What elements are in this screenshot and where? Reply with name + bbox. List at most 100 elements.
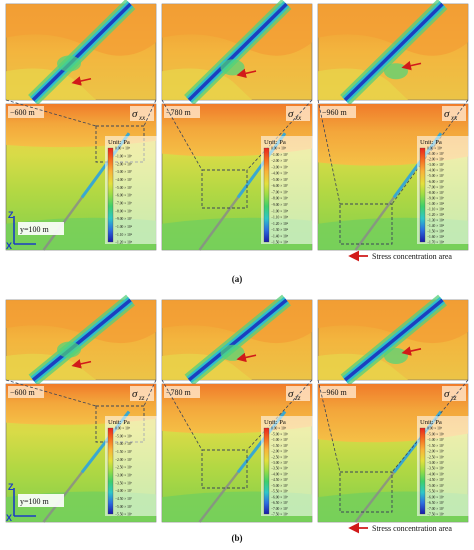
colorbar-tick: −5.50 × 10⁷ xyxy=(427,490,445,494)
colorbar-tick: −2.00 × 10⁷ xyxy=(115,162,133,166)
colorbar-tick: −1.20 × 10⁸ xyxy=(271,222,289,226)
stress-sub: zz xyxy=(138,394,145,402)
colorbar-tick: −5.50 × 10⁷ xyxy=(271,490,289,494)
stress-sub: xx xyxy=(138,114,146,122)
zoom-region xyxy=(201,449,248,489)
stress-arrow xyxy=(71,76,92,86)
colorbar-tick: −5.00 × 10⁶ xyxy=(115,434,133,438)
colorbar-tick: −5.00 × 10⁷ xyxy=(271,178,289,182)
shaft-line xyxy=(343,298,444,382)
stress-arrow xyxy=(71,359,92,369)
colorbar-tick: −1.00 × 10⁷ xyxy=(271,153,289,157)
colorbar-tick: 0.00 × 10⁰ xyxy=(271,147,287,151)
colorbar-tick: −3.00 × 10⁷ xyxy=(427,461,445,465)
colorbar-tick: −4.00 × 10⁷ xyxy=(115,178,133,182)
colorbar-tick: −4.50 × 10⁷ xyxy=(427,478,445,482)
legend-unit: Unit: Pa xyxy=(420,419,442,426)
colorbar-tick: −4.50 × 10⁷ xyxy=(115,497,133,501)
colorbar-tick: −2.00 × 10⁷ xyxy=(427,450,445,454)
part-label: (a) xyxy=(232,274,243,284)
colorbar-tick: −4.00 × 10⁷ xyxy=(115,489,133,493)
colorbar-tick: −1.70 × 10⁸ xyxy=(427,241,445,245)
colorbar-tick: −5.00 × 10⁷ xyxy=(115,505,133,509)
stress-symbol: σ xx xyxy=(130,106,154,122)
colorbar-tick: −1.20 × 10⁸ xyxy=(427,213,445,217)
depth-label: −960 m xyxy=(322,108,348,117)
stress-main: σ xyxy=(444,388,450,400)
colorbar-tick: 0.00 × 10⁰ xyxy=(271,427,287,431)
colorbar-tick: −1.40 × 10⁸ xyxy=(427,224,445,228)
stress-arrow xyxy=(236,352,257,363)
colorbar-tick: −2.00 × 10⁷ xyxy=(115,458,133,462)
depth-label: −600 m xyxy=(10,108,36,117)
colorbar-tick: 0.00 × 10⁰ xyxy=(427,427,443,431)
stress-arrow xyxy=(401,60,422,71)
colorbar-tick: −1.00 × 10⁸ xyxy=(427,202,445,206)
colorbar-tick: −2.00 × 10⁷ xyxy=(427,158,445,162)
colorbar-tick: −7.00 × 10⁷ xyxy=(427,185,445,189)
zoom-connector xyxy=(161,379,203,451)
depth-label: −960 m xyxy=(322,388,348,397)
stress-main: σ xyxy=(444,108,450,120)
colorbar-tick: −1.60 × 10⁸ xyxy=(427,235,445,239)
legend-unit: Unit: Pa xyxy=(264,419,286,426)
colorbar-tick: −1.10 × 10⁸ xyxy=(427,207,445,211)
colorbar-tick: −5.00 × 10⁷ xyxy=(271,484,289,488)
colorbar-tick: −2.00 × 10⁷ xyxy=(271,450,289,454)
colorbar-tick: −3.00 × 10⁷ xyxy=(271,461,289,465)
colorbar-tick: −8.00 × 10⁷ xyxy=(115,209,133,213)
colorbar-tick: −2.00 × 10⁷ xyxy=(271,159,289,163)
zoom-connector xyxy=(246,379,313,451)
y-plane-label: y=100 m xyxy=(20,497,50,506)
colorbar-tick: −2.50 × 10⁷ xyxy=(271,455,289,459)
x-axis-label: X xyxy=(6,241,12,251)
colorbar-tick: −1.00 × 10⁸ xyxy=(115,225,133,229)
colorbar-tick: −7.00 × 10⁷ xyxy=(271,190,289,194)
colorbar-tick: −5.00 × 10⁷ xyxy=(427,174,445,178)
z-axis-label: Z xyxy=(8,210,14,220)
shaft-line xyxy=(343,2,444,102)
colorbar-tick: −1.30 × 10⁸ xyxy=(271,228,289,232)
colorbar-tick: −8.00 × 10⁷ xyxy=(427,191,445,195)
colorbar-tick: −7.50 × 10⁷ xyxy=(271,513,289,517)
colorbar-tick: −5.50 × 10⁷ xyxy=(115,513,133,517)
colorbar xyxy=(263,147,270,243)
colorbar-tick: −1.00 × 10⁷ xyxy=(427,152,445,156)
colorbar-tick: 0.00 × 10⁰ xyxy=(115,147,131,151)
legend-unit: Unit: Pa xyxy=(108,419,130,426)
colorbar-tick: −6.00 × 10⁷ xyxy=(271,495,289,499)
shaft-line xyxy=(31,298,132,382)
colorbar-tick: −3.00 × 10⁷ xyxy=(427,163,445,167)
z-axis-label: Z xyxy=(8,482,14,492)
colorbar xyxy=(263,427,270,515)
colorbar-tick: −6.00 × 10⁷ xyxy=(427,180,445,184)
stress-main: σ xyxy=(132,108,138,120)
colorbar xyxy=(419,427,426,515)
colorbar-tick: −3.50 × 10⁷ xyxy=(427,467,445,471)
stress-sub: zz xyxy=(294,394,301,402)
colorbar-tick: −3.00 × 10⁷ xyxy=(115,170,133,174)
colorbar-tick: −7.00 × 10⁷ xyxy=(271,507,289,511)
colorbar-tick: −1.50 × 10⁸ xyxy=(427,230,445,234)
shaft-line xyxy=(31,2,132,102)
colorbar-tick: −7.00 × 10⁷ xyxy=(427,507,445,511)
colorbar-tick: −5.00 × 10⁶ xyxy=(427,432,445,436)
colorbar-tick: −1.50 × 10⁷ xyxy=(271,444,289,448)
colorbar-tick: −1.30 × 10⁸ xyxy=(427,218,445,222)
stress-sub: xx xyxy=(294,114,302,122)
colorbar-tick: −9.00 × 10⁷ xyxy=(115,217,133,221)
x-axis-label: X xyxy=(6,513,12,523)
zoom-connector xyxy=(246,99,313,171)
shaft-line xyxy=(187,2,288,102)
colorbar-tick: −3.50 × 10⁷ xyxy=(271,467,289,471)
colorbar-tick: −4.00 × 10⁷ xyxy=(271,172,289,176)
depth-label: −600 m xyxy=(10,388,36,397)
y-plane-label: y=100 m xyxy=(20,225,50,234)
colorbar-tick: −3.50 × 10⁷ xyxy=(115,481,133,485)
stress-sub: zz xyxy=(450,394,457,402)
colorbar-tick: −1.40 × 10⁸ xyxy=(271,234,289,238)
shaft-line xyxy=(187,298,288,382)
